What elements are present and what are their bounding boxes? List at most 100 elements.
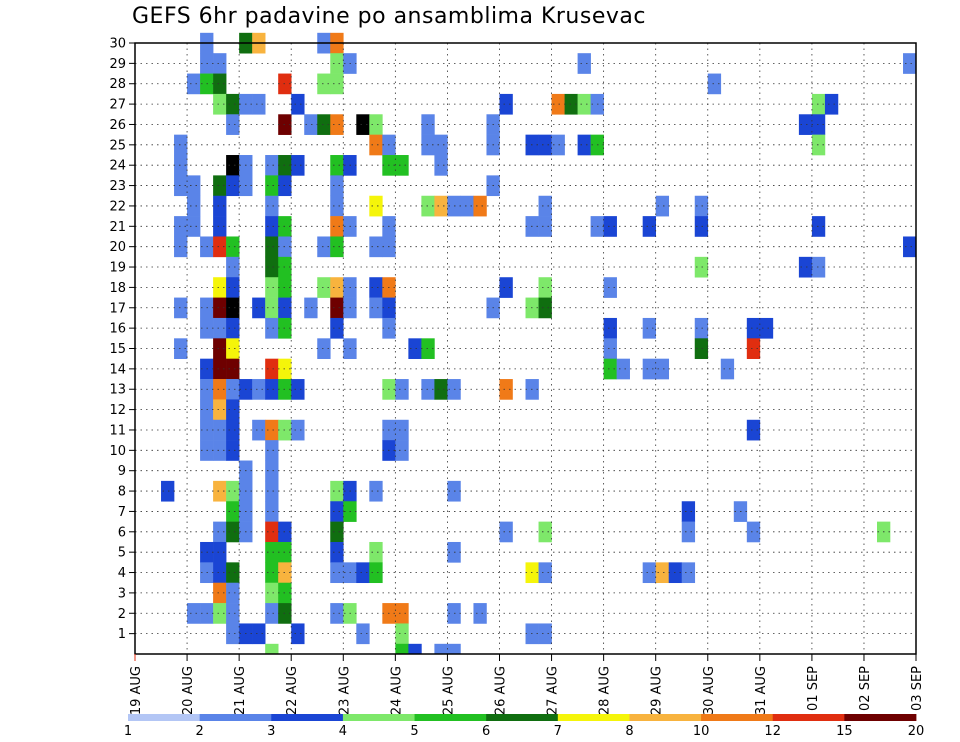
y-tick-label: 12: [109, 403, 126, 418]
y-tick-label: 29: [109, 57, 126, 72]
heatmap-cell: [460, 195, 474, 217]
x-tick-label: 27 AUG: [546, 666, 561, 715]
heatmap-cell: [213, 541, 227, 563]
heatmap-cell: [395, 419, 409, 441]
heatmap-cell: [226, 399, 240, 421]
heatmap-cell: [499, 93, 513, 115]
heatmap-cell: [655, 195, 670, 217]
colorbar-label: 7: [554, 724, 562, 739]
heatmap-cell: [265, 277, 279, 298]
heatmap-cell: [330, 603, 344, 624]
heatmap-cell: [226, 440, 240, 461]
heatmap-cell: [369, 297, 383, 319]
heatmap-cell: [642, 358, 656, 380]
heatmap-cell: [174, 155, 188, 176]
heatmap-cell: [213, 562, 227, 584]
colorbar: 1 2 3 4 5 6 7 8 10 12 15 20: [124, 714, 924, 739]
x-axis: 19 AUG 20 AUG 21 AUG 22 AUG 23 AUG 24 AUG 25 A…: [129, 654, 925, 715]
y-tick-label: 3: [118, 586, 126, 601]
heatmap-cell: [213, 521, 227, 543]
y-tick-label: 7: [118, 505, 126, 520]
heatmap-cell: [291, 155, 305, 176]
heatmap-cell: [304, 297, 318, 319]
heatmap-cell: [213, 216, 227, 237]
heatmap-cell: [603, 277, 617, 298]
heatmap-cell: [265, 562, 279, 584]
heatmap-cell: [226, 338, 240, 359]
heatmap-cell: [226, 358, 240, 380]
heatmap-cell: [252, 379, 266, 400]
heatmap-cell: [616, 358, 630, 380]
y-tick-label: 28: [109, 77, 126, 92]
heatmap-cell: [265, 256, 279, 278]
y-tick-label: 4: [118, 566, 126, 581]
heatmap-cell: [304, 114, 318, 135]
heatmap-cell: [811, 114, 826, 135]
heatmap-cell: [213, 338, 227, 359]
heatmap-cell: [395, 643, 409, 655]
y-tick-label: 21: [109, 220, 126, 235]
heatmap-cell: [226, 623, 240, 645]
heatmap-cell: [265, 297, 279, 319]
heatmap-cell: [226, 236, 240, 258]
y-tick-label: 5: [118, 546, 126, 561]
heatmap-cell: [226, 419, 240, 441]
heatmap-cell: [213, 603, 227, 624]
colorbar-label: 1: [124, 724, 132, 739]
heatmap-cell: [694, 216, 709, 237]
heatmap-cell: [226, 379, 240, 400]
heatmap-cell: [187, 216, 201, 237]
y-tick-label: 23: [109, 179, 126, 194]
heatmap-cell: [265, 317, 279, 339]
x-tick-label: 01 SEP: [806, 666, 821, 711]
heatmap-cell: [681, 562, 696, 584]
x-tick-label: 31 AUG: [754, 666, 769, 715]
y-axis: 1234567891011121314151617181920212223242…: [109, 37, 135, 642]
heatmap-cell: [213, 317, 227, 339]
heatmap-cell: [213, 419, 227, 441]
heatmap-cell: [213, 277, 227, 298]
heatmap-cell: [694, 317, 709, 339]
heatmap-cell: [330, 216, 344, 237]
heatmap-cell: [421, 114, 435, 135]
chart-title: GEFS 6hr padavine po ansamblima Krusevac: [132, 4, 646, 29]
heatmap-cell: [681, 521, 696, 543]
heatmap-cell: [395, 155, 409, 176]
heatmap-cell: [655, 562, 670, 584]
y-tick-label: 8: [118, 485, 126, 500]
heatmap-cell: [395, 603, 409, 624]
heatmap-cell: [226, 175, 240, 197]
heatmap-cell: [174, 134, 188, 156]
heatmap-cell: [265, 236, 279, 258]
heatmap-cell: [447, 643, 461, 655]
heatmap-cell: [811, 256, 826, 278]
heatmap-cell: [213, 582, 227, 604]
colorbar-segment: [486, 714, 559, 721]
heatmap-cell: [434, 155, 448, 176]
y-tick-label: 17: [109, 301, 126, 316]
colorbar-segment: [557, 714, 630, 721]
heatmap-cell: [265, 195, 279, 217]
y-tick-label: 18: [109, 281, 126, 296]
heatmap-cell: [213, 399, 227, 421]
heatmap-cell: [265, 379, 279, 400]
heatmap-cell: [265, 175, 279, 197]
heatmap-cell: [642, 317, 656, 339]
y-tick-label: 11: [109, 423, 126, 438]
heatmap-cell: [499, 277, 513, 298]
x-tick-label: 25 AUG: [441, 666, 456, 715]
heatmap-cell: [694, 256, 709, 278]
heatmap-cell: [330, 317, 344, 339]
heatmap-cell: [655, 358, 670, 380]
heatmap-cell: [265, 582, 279, 604]
heatmap-cell: [538, 623, 552, 645]
y-tick-label: 1: [118, 627, 126, 642]
y-tick-label: 30: [109, 37, 126, 52]
heatmap-cell: [369, 541, 383, 563]
heatmap-cell: [577, 134, 591, 156]
heatmap-cell: [252, 297, 266, 319]
heatmap-cell: [707, 73, 722, 95]
heatmap-cell: [213, 53, 227, 74]
heatmap-cell: [811, 93, 826, 115]
heatmap-cell: [538, 216, 552, 237]
